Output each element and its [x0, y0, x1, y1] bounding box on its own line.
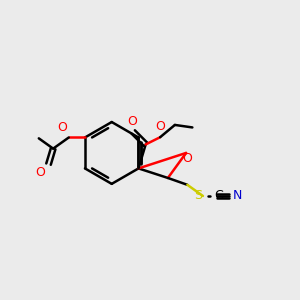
Text: O: O — [183, 152, 193, 165]
Text: O: O — [155, 120, 165, 133]
Text: S: S — [194, 189, 202, 203]
Text: O: O — [127, 116, 137, 128]
Text: N: N — [233, 189, 243, 203]
Text: O: O — [35, 166, 45, 178]
Text: O: O — [57, 121, 67, 134]
Text: C: C — [214, 189, 223, 203]
